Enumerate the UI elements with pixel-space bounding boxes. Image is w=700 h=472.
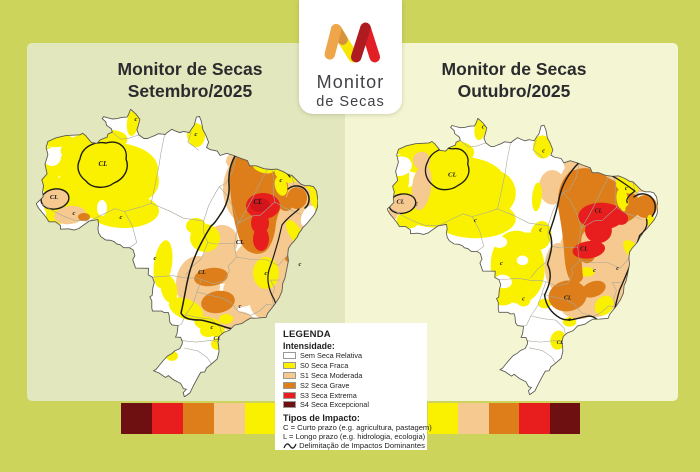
svg-text:c: c — [73, 210, 76, 217]
svg-text:c: c — [482, 124, 485, 131]
svg-text:CL: CL — [595, 208, 603, 214]
svg-text:c: c — [522, 296, 525, 303]
svg-text:c: c — [299, 261, 302, 268]
svg-text:c: c — [239, 303, 242, 310]
svg-text:CL: CL — [564, 296, 572, 302]
svg-text:c: c — [265, 270, 268, 277]
svg-text:c: c — [120, 214, 123, 221]
svg-text:c: c — [500, 260, 503, 267]
svg-text:c: c — [593, 267, 596, 274]
svg-text:CL: CL — [557, 340, 564, 346]
svg-text:c: c — [616, 265, 619, 272]
svg-text:c: c — [135, 116, 138, 123]
svg-text:c: c — [474, 217, 477, 224]
svg-text:CL: CL — [198, 270, 206, 276]
svg-text:c: c — [568, 316, 571, 323]
svg-text:CL: CL — [99, 160, 108, 168]
svg-text:c: c — [542, 148, 545, 155]
svg-text:c: c — [539, 227, 542, 234]
svg-text:CL: CL — [396, 199, 404, 206]
svg-text:CL: CL — [50, 194, 58, 201]
svg-text:CL: CL — [236, 239, 244, 246]
svg-text:c: c — [415, 201, 418, 208]
svg-text:c: c — [154, 255, 157, 262]
svg-text:CL: CL — [580, 246, 588, 253]
svg-text:c: c — [625, 185, 628, 192]
svg-text:c: c — [195, 131, 198, 138]
svg-text:c: c — [280, 177, 283, 184]
svg-text:CL: CL — [254, 198, 263, 206]
svg-text:CL: CL — [448, 172, 457, 179]
svg-text:c: c — [211, 324, 214, 331]
svg-text:CL: CL — [213, 336, 221, 342]
